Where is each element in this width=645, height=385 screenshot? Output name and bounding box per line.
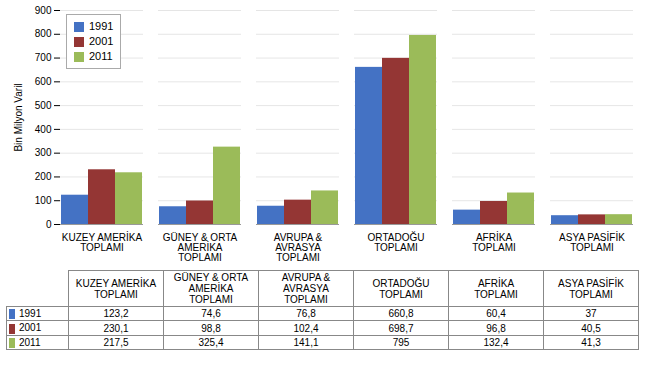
html-text:60,4: 60,4 [486,308,506,320]
html-text:GÜNEY & ORTA AMERİKA TOPLAMI: GÜNEY & ORTA AMERİKA TOPLAMI [173,272,249,305]
html-text:1991: 1991 [19,308,42,319]
svg-text:GÜNEY & ORTAAMERİKATOPLAMI: GÜNEY & ORTAAMERİKATOPLAMI [163,232,238,263]
svg-text:ASYA PASİFİKTOPLAMI: ASYA PASİFİKTOPLAMI [559,231,625,253]
html-text:AVRUPA & AVRASYA TOPLAMI: AVRUPA & AVRASYA TOPLAMI [281,272,331,305]
html-text:1991: 1991 [89,20,114,32]
html-text:698,7: 698,7 [388,322,414,334]
html-text:660,8: 660,8 [388,308,414,320]
html-text:141,1: 141,1 [293,336,319,348]
html-text:76,8: 76,8 [296,308,316,320]
svg-text:300: 300 [35,147,52,158]
html-text:40,5: 40,5 [581,322,601,334]
svg-text:ORTADOĞUTOPLAMI: ORTADOĞUTOPLAMI [368,231,425,253]
svg-text:0: 0 [46,219,52,230]
html-text:74,6: 74,6 [201,308,221,320]
svg-text:500: 500 [35,100,52,111]
html-text:AFRİKA TOPLAMI: AFRİKA TOPLAMI [474,277,518,300]
svg-text:Bin Milyon Varil: Bin Milyon Varil [13,83,24,151]
html-text:132,4: 132,4 [483,336,509,348]
svg-text:400: 400 [35,124,52,135]
svg-text:AFRİKATOPLAMI: AFRİKATOPLAMI [472,231,516,253]
svg-text:AVRUPA &AVRASYATOPLAMI: AVRUPA &AVRASYATOPLAMI [274,232,323,263]
html-text:37: 37 [585,308,597,320]
html-text:2001: 2001 [19,322,42,334]
svg-text:800: 800 [35,28,52,39]
svg-text:KUZEY AMERİKATOPLAMI: KUZEY AMERİKATOPLAMI [62,231,143,253]
html-text:41,3: 41,3 [581,336,601,348]
svg-text:700: 700 [35,52,52,63]
html-text:KUZEY AMERİKA TOPLAMI: KUZEY AMERİKA TOPLAMI [75,277,157,300]
html-text:123,2: 123,2 [103,308,129,320]
svg-text:900: 900 [35,5,52,16]
html-text:325,4: 325,4 [198,336,224,348]
html-text:ASYA PASİFİK TOPLAMI: ASYA PASİFİK TOPLAMI [558,277,624,300]
html-text:ORTADOĞU TOPLAMI: ORTADOĞU TOPLAMI [372,277,430,300]
svg-text:100: 100 [35,195,52,206]
html-text:2011: 2011 [89,50,113,62]
html-text:217,5: 217,5 [103,336,129,348]
html-text:2011: 2011 [19,336,41,348]
html-text:98,8: 98,8 [201,322,221,334]
html-text:96,8: 96,8 [486,322,506,334]
html-text:102,4: 102,4 [293,322,319,334]
html-text:230,1: 230,1 [103,322,129,334]
svg-text:200: 200 [35,171,52,182]
svg-text:600: 600 [35,76,52,87]
html-text:795: 795 [392,336,410,348]
html-text:2001: 2001 [89,35,114,47]
